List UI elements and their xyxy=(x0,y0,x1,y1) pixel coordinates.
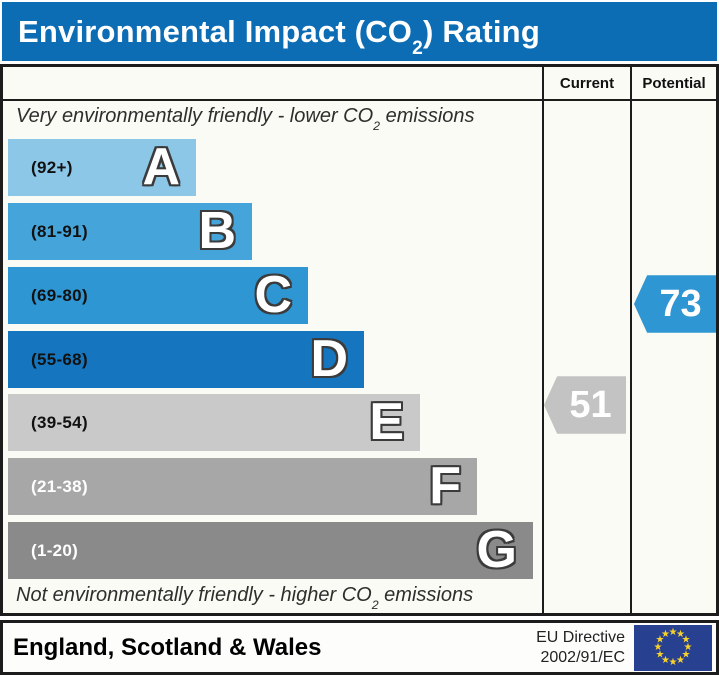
band-e: (39-54) E xyxy=(8,394,420,451)
potential-rating-value: 73 xyxy=(659,282,702,325)
rating-table: Current Potential Very environmentally f… xyxy=(0,64,719,616)
band-g-range-label: (1-20) xyxy=(31,540,79,560)
potential-rating-arrow: 73 xyxy=(634,275,716,333)
band-a: (92+) A xyxy=(8,139,196,196)
band-a-range-label: (92+) xyxy=(31,157,73,177)
band-c: (69-80) C xyxy=(8,267,308,324)
band-b-range-label: (81-91) xyxy=(31,221,88,241)
band-c-range-label: (69-80) xyxy=(31,285,88,305)
band-e-letter: E xyxy=(369,393,404,451)
band-g-letter: G xyxy=(476,521,517,579)
eu-directive-label: EU Directive 2002/91/EC xyxy=(536,628,625,666)
band-g: (1-20) G xyxy=(8,522,533,579)
current-rating-arrow: 51 xyxy=(544,376,626,434)
page-title-text: Environmental Impact (CO2) Rating xyxy=(18,13,540,60)
region-label: England, Scotland & Wales xyxy=(13,633,322,661)
band-f-letter: F xyxy=(429,457,461,515)
band-c-letter: C xyxy=(254,266,292,324)
band-f: (21-38) F xyxy=(8,458,477,515)
band-d: (55-68) D xyxy=(8,331,364,388)
band-d-letter: D xyxy=(310,330,348,388)
column-divider-current xyxy=(542,67,544,613)
page-title: Environmental Impact (CO2) Rating xyxy=(2,2,717,61)
eu-flag-icon: ★ ★ ★ ★ ★ ★ ★ ★ ★ ★ ★ ★ xyxy=(634,624,712,671)
bottom-note: Not environmentally friendly - higher CO… xyxy=(16,584,474,613)
band-a-letter: A xyxy=(142,138,180,196)
column-header-potential: Potential xyxy=(642,74,706,92)
top-note: Very environmentally friendly - lower CO… xyxy=(16,105,475,134)
band-b: (81-91) B xyxy=(8,203,252,260)
band-b-letter: B xyxy=(198,202,236,260)
header-underline xyxy=(3,99,716,101)
footer-bar: England, Scotland & Wales EU Directive 2… xyxy=(0,620,719,675)
band-d-range-label: (55-68) xyxy=(31,349,88,369)
column-divider-potential xyxy=(630,67,632,613)
band-f-range-label: (21-38) xyxy=(31,476,88,496)
current-rating-value: 51 xyxy=(569,383,612,426)
column-header-current: Current xyxy=(559,74,615,92)
band-e-range-label: (39-54) xyxy=(31,412,88,432)
